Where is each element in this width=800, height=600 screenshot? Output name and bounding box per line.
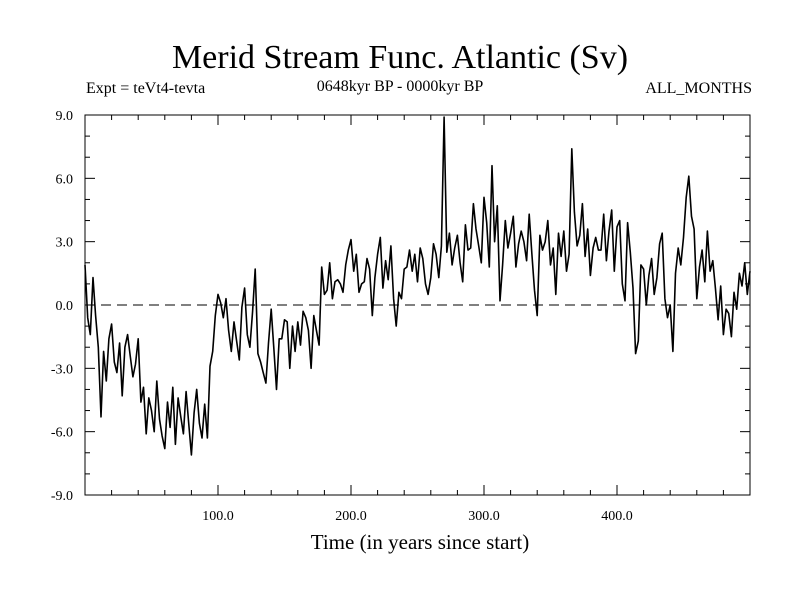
y-tick-label: -6.0 [51,426,73,441]
x-tick-label: 200.0 [335,509,367,524]
months-label: ALL_MONTHS [645,80,752,97]
period-label: 0648kyr BP - 0000kyr BP [316,78,484,95]
x-tick-label: 100.0 [202,509,234,524]
experiment-label: Expt = teVt4-tevta [86,80,206,97]
y-tick-label: 6.0 [56,172,74,187]
x-axis-label: Time (in years since start) [310,530,530,554]
tick-marks [85,115,750,495]
y-tick-label: -3.0 [51,362,73,377]
chart-title: Merid Stream Func. Atlantic (Sv) [171,39,629,76]
y-tick-label: 0.0 [56,299,74,314]
y-tick-label: 3.0 [56,236,74,251]
plot-frame [84,114,751,496]
y-tick-label: 9.0 [56,109,74,124]
x-tick-label: 300.0 [468,509,500,524]
y-tick-label: -9.0 [51,489,73,504]
x-tick-label: 400.0 [601,509,633,524]
series-line [84,116,751,456]
tick-labels: 100.0 200.0 300.0 400.0 -9.0 -6.0 -3.0 0.0 3.0 6.… [51,109,633,524]
